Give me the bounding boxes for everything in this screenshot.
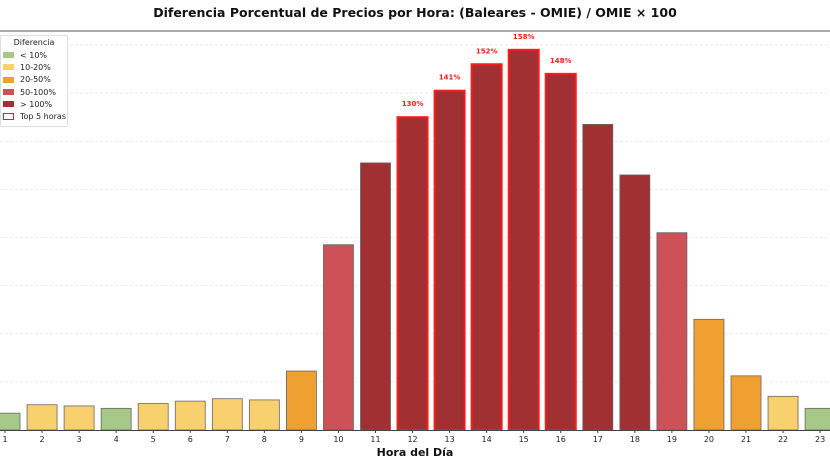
x-tick-label: 5 xyxy=(151,435,156,444)
x-tick-label: 17 xyxy=(593,435,603,444)
bar-hour-7 xyxy=(211,398,243,431)
legend-title: Diferencia xyxy=(13,38,55,47)
legend-swatch xyxy=(3,113,14,121)
legend-label: < 10% xyxy=(20,50,48,60)
bar-hour-12 xyxy=(396,116,429,431)
x-tick-label: 13 xyxy=(445,435,455,444)
bar-hour-5 xyxy=(137,403,169,431)
x-tick-label: 19 xyxy=(667,435,677,444)
x-tick-label: 23 xyxy=(815,435,825,444)
bar-hour-13 xyxy=(433,89,466,431)
x-tick-label: 4 xyxy=(114,435,119,444)
data-label: 130% xyxy=(402,100,424,108)
x-tick-label: 1 xyxy=(2,435,7,444)
legend-swatch xyxy=(3,89,14,96)
bar-hour-17 xyxy=(582,124,614,431)
x-ticks: 1 2 3 4 5 6 7 8 9 10 11 12 13 14 15 16 17 18 19 20 21 22 23 xyxy=(2,430,825,444)
bar-hour-18 xyxy=(619,174,651,431)
x-tick-label: 16 xyxy=(556,435,566,444)
x-tick-label: 12 xyxy=(407,435,417,444)
x-tick-label: 10 xyxy=(333,435,343,444)
bar-hour-9 xyxy=(285,370,317,431)
x-tick-label: 9 xyxy=(299,435,304,444)
bar-hour-20 xyxy=(693,318,725,431)
x-tick-label: 20 xyxy=(704,435,714,444)
bar-hour-6 xyxy=(174,400,206,431)
x-axis-label: Hora del Día xyxy=(377,446,454,459)
bar-hour-2 xyxy=(26,404,58,431)
x-tick-label: 15 xyxy=(519,435,529,444)
x-tick-label: 14 xyxy=(482,435,492,444)
x-tick-label: 3 xyxy=(77,435,82,444)
legend-item: 10-20% xyxy=(1,61,67,73)
bar-hour-23 xyxy=(804,407,830,431)
x-tick-label: 7 xyxy=(225,435,230,444)
x-tick-label: 8 xyxy=(262,435,267,444)
x-tick-label: 18 xyxy=(630,435,640,444)
legend: Diferencia < 10% 10-20% 20-50% 50-100% > 100… xyxy=(0,35,68,127)
x-tick-label: 21 xyxy=(741,435,751,444)
bar-hour-21 xyxy=(730,375,762,431)
data-label: 152% xyxy=(476,47,498,55)
legend-item: 20-50% xyxy=(1,74,67,86)
legend-item: > 100% xyxy=(1,98,67,110)
legend-swatch xyxy=(3,76,14,83)
bar-hour-19 xyxy=(656,232,688,431)
legend-swatch xyxy=(3,101,14,108)
legend-label: > 100% xyxy=(20,99,53,109)
bar-hour-16 xyxy=(544,72,577,431)
legend-label: 10-20% xyxy=(20,62,51,72)
legend-swatch xyxy=(3,52,14,59)
x-tick-label: 11 xyxy=(370,435,380,444)
legend-item: < 10% xyxy=(1,49,67,61)
legend-label: Top 5 horas xyxy=(20,112,66,122)
bar-hour-14 xyxy=(470,63,503,431)
data-label: 158% xyxy=(513,33,535,41)
bar-hour-11 xyxy=(360,162,391,431)
data-label: 141% xyxy=(439,74,461,82)
legend-label: 20-50% xyxy=(20,75,51,85)
x-tick-label: 6 xyxy=(188,435,193,444)
bar-hour-22 xyxy=(767,395,799,431)
x-tick-label: 22 xyxy=(778,435,788,444)
bar-hour-15 xyxy=(507,48,540,431)
bar-hour-1 xyxy=(0,412,21,431)
bar-hour-3 xyxy=(63,405,95,431)
legend-item: 50-100% xyxy=(1,86,67,98)
legend-label: 50-100% xyxy=(20,87,56,97)
data-label: 148% xyxy=(550,57,572,65)
data-labels: 130% 141% 152% 158% 148% xyxy=(402,33,572,108)
bar-hour-8 xyxy=(248,399,280,431)
bar-hour-10 xyxy=(323,244,354,431)
chart-title: Diferencia Porcentual de Precios por Hor… xyxy=(153,5,677,20)
bars xyxy=(0,48,830,431)
bar-hour-4 xyxy=(100,407,132,431)
legend-item: Top 5 horas xyxy=(1,110,67,122)
legend-swatch xyxy=(3,64,14,71)
x-tick-label: 2 xyxy=(40,435,45,444)
